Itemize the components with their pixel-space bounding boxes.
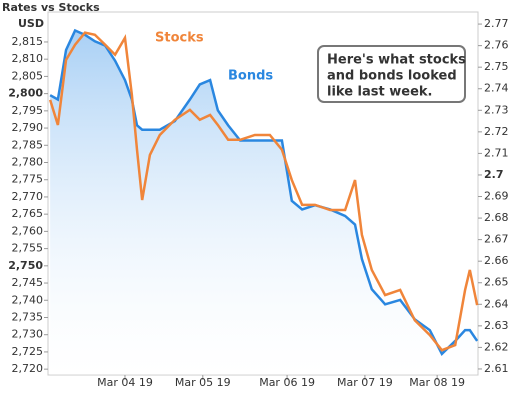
y-axis-label: USD: [18, 17, 44, 30]
annotation: and bonds looked: [327, 69, 457, 84]
x-tick-label: Mar 06 19: [259, 376, 315, 389]
y-tick-label: 2,770: [12, 190, 44, 203]
y2-tick-label: 2.66: [484, 254, 509, 267]
y2-tick-label: 2.72: [484, 125, 509, 138]
y2-tick-label: 2.73: [484, 103, 509, 116]
y2-tick-label: 2.67: [484, 233, 509, 246]
y2-tick-label: 2.65: [484, 276, 509, 289]
y-tick-label: 2,755: [12, 242, 44, 255]
y-tick-label: 2,725: [12, 345, 44, 358]
annotation-box: [317, 45, 466, 103]
x-tick-label: Mar 08 19: [409, 376, 465, 389]
x-tick-label: Mar 05 19: [175, 376, 231, 389]
annotation: like last week.: [327, 85, 433, 100]
y-tick-label: 2,740: [12, 293, 44, 306]
y2-tick-label: 2.64: [484, 297, 509, 310]
y2-tick-label: 2.76: [484, 39, 509, 52]
y-tick-label: 2,765: [12, 207, 44, 220]
y2-tick-label: 2.71: [484, 146, 509, 159]
y-tick-label: 2,790: [12, 121, 44, 134]
x-tick-label: Mar 07 19: [337, 376, 393, 389]
y-tick-label: 2,795: [12, 104, 44, 117]
y-tick-label: 2,750: [8, 259, 43, 272]
y-tick-label: 2,745: [12, 276, 44, 289]
series-label: Stocks: [155, 31, 204, 46]
y2-tick-label: 2.7: [484, 168, 504, 181]
y-tick-label: 2,800: [8, 87, 43, 100]
y2-tick-label: 2.68: [484, 211, 509, 224]
y-tick-label: 2,780: [12, 156, 44, 169]
y-tick-label: 2,775: [12, 173, 44, 186]
y-tick-label: 2,810: [12, 52, 44, 65]
y2-tick-label: 2.62: [484, 340, 509, 353]
line-series: [48, 31, 479, 352]
x-tick-label: Mar 04 19: [97, 376, 153, 389]
y2-tick-label: 2.75: [484, 60, 509, 73]
y-tick-label: 2,785: [12, 138, 44, 151]
annotation: Here's what stocks: [327, 53, 466, 68]
chart-title: Rates vs Stocks: [2, 1, 100, 14]
y-tick-label: 2,735: [12, 310, 44, 323]
y2-tick-label: 2.63: [484, 319, 509, 332]
y-tick-label: 2,720: [12, 362, 44, 375]
y2-tick-label: 2.69: [484, 190, 509, 203]
y-tick-label: 2,760: [12, 224, 44, 237]
y-tick-label: 2,730: [12, 328, 44, 341]
y2-tick-label: 2.74: [484, 82, 509, 95]
series-label: Bonds: [228, 69, 273, 84]
y2-tick-label: 2.77: [484, 17, 509, 30]
y-tick-label: 2,815: [12, 35, 44, 48]
y2-tick-label: 2.61: [484, 362, 509, 375]
y-tick-label: 2,805: [12, 69, 44, 82]
